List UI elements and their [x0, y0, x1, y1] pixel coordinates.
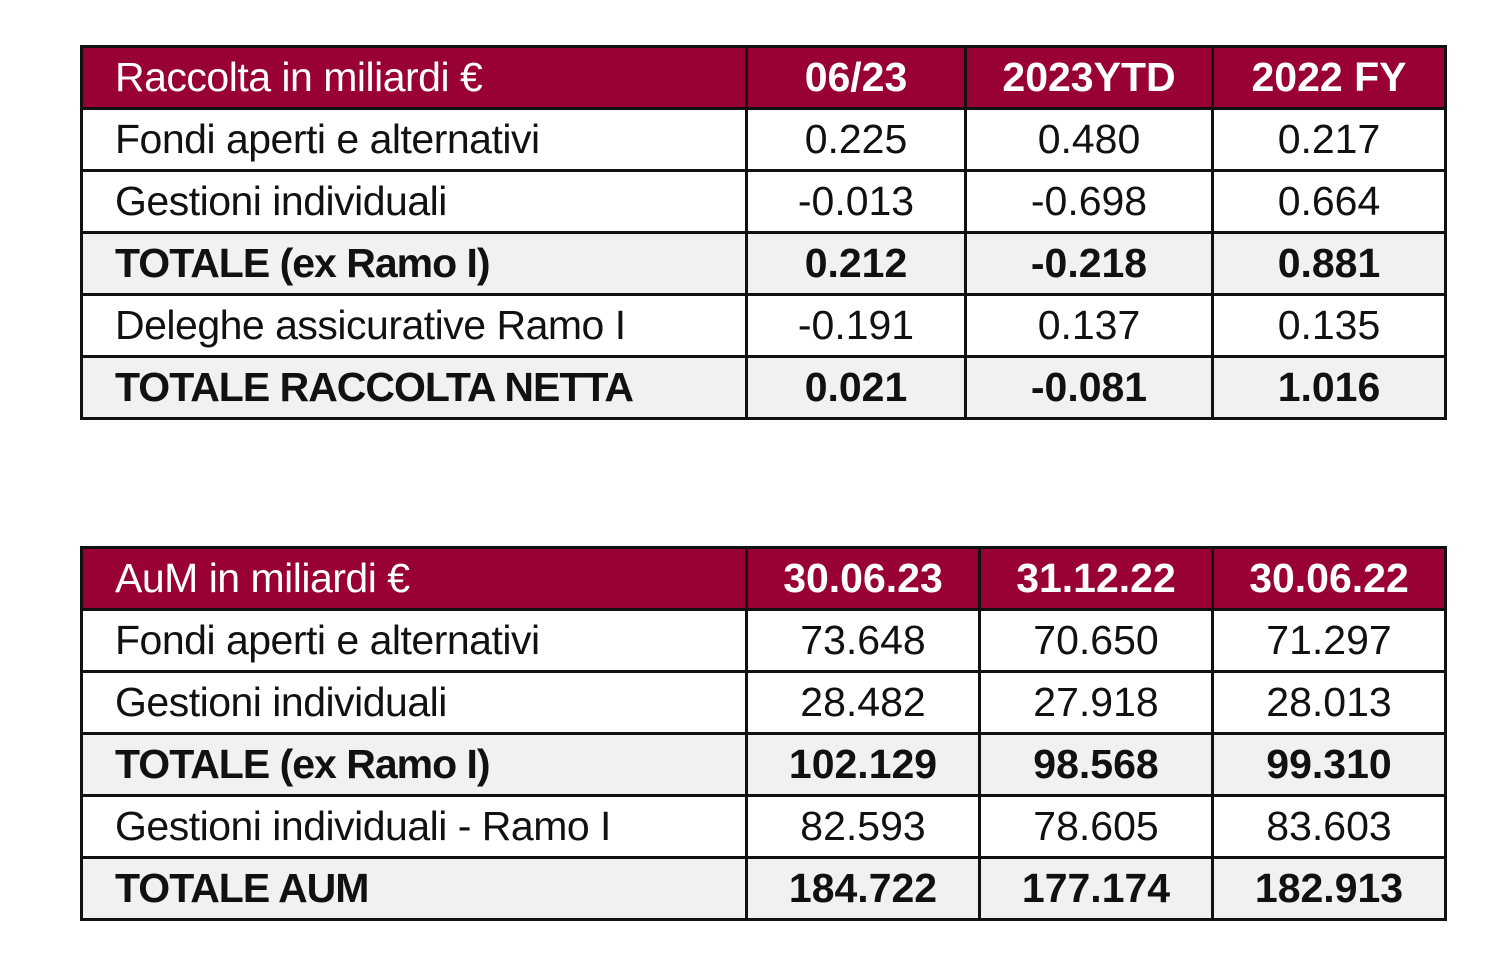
row-value: 73.648	[745, 608, 981, 673]
row-value: 177.174	[978, 856, 1214, 921]
row-value: 0.137	[964, 293, 1214, 358]
raccolta-header-title: Raccolta in miliardi €	[80, 45, 748, 110]
aum-table: AuM in miliardi € 30.06.23 31.12.22 30.0…	[80, 546, 1447, 921]
row-value: 0.217	[1211, 107, 1447, 172]
row-value: 0.135	[1211, 293, 1447, 358]
row-label: Fondi aperti e alternativi	[80, 608, 748, 673]
table-row: Fondi aperti e alternativi 73.648 70.650…	[80, 608, 1447, 673]
row-value: 182.913	[1211, 856, 1447, 921]
table-row: Gestioni individuali - Ramo I 82.593 78.…	[80, 794, 1447, 859]
row-value: 71.297	[1211, 608, 1447, 673]
row-value: 1.016	[1211, 355, 1447, 420]
row-value: -0.698	[964, 169, 1214, 234]
row-value: 0.225	[745, 107, 967, 172]
row-value: 0.881	[1211, 231, 1447, 296]
table-row: Fondi aperti e alternativi 0.225 0.480 0…	[80, 107, 1447, 172]
row-label: TOTALE RACCOLTA NETTA	[80, 355, 748, 420]
row-value: 98.568	[978, 732, 1214, 797]
aum-header-col-1: 30.06.23	[745, 546, 981, 611]
row-label: Gestioni individuali	[80, 670, 748, 735]
table-row: Deleghe assicurative Ramo I -0.191 0.137…	[80, 293, 1447, 358]
row-value: 184.722	[745, 856, 981, 921]
row-label: TOTALE (ex Ramo I)	[80, 231, 748, 296]
row-value: 70.650	[978, 608, 1214, 673]
raccolta-header-row: Raccolta in miliardi € 06/23 2023YTD 202…	[80, 45, 1447, 110]
raccolta-header-col-2: 2023YTD	[964, 45, 1214, 110]
raccolta-table: Raccolta in miliardi € 06/23 2023YTD 202…	[80, 45, 1447, 420]
aum-header-title: AuM in miliardi €	[80, 546, 748, 611]
row-value: 83.603	[1211, 794, 1447, 859]
grand-total-row: TOTALE AUM 184.722 177.174 182.913	[80, 856, 1447, 921]
row-value: 27.918	[978, 670, 1214, 735]
row-value: 0.212	[745, 231, 967, 296]
aum-header-col-2: 31.12.22	[978, 546, 1214, 611]
row-label: TOTALE (ex Ramo I)	[80, 732, 748, 797]
row-label: Gestioni individuali - Ramo I	[80, 794, 748, 859]
row-label: Fondi aperti e alternativi	[80, 107, 748, 172]
row-value: -0.191	[745, 293, 967, 358]
total-row: TOTALE (ex Ramo I) 0.212 -0.218 0.881	[80, 231, 1447, 296]
row-value: 82.593	[745, 794, 981, 859]
raccolta-header-col-3: 2022 FY	[1211, 45, 1447, 110]
grand-total-row: TOTALE RACCOLTA NETTA 0.021 -0.081 1.016	[80, 355, 1447, 420]
row-value: 102.129	[745, 732, 981, 797]
aum-header-col-3: 30.06.22	[1211, 546, 1447, 611]
row-value: -0.081	[964, 355, 1214, 420]
raccolta-header-col-1: 06/23	[745, 45, 967, 110]
row-value: 0.664	[1211, 169, 1447, 234]
row-label: Gestioni individuali	[80, 169, 748, 234]
table-row: Gestioni individuali 28.482 27.918 28.01…	[80, 670, 1447, 735]
row-value: -0.013	[745, 169, 967, 234]
row-value: 0.480	[964, 107, 1214, 172]
aum-header-row: AuM in miliardi € 30.06.23 31.12.22 30.0…	[80, 546, 1447, 611]
total-row: TOTALE (ex Ramo I) 102.129 98.568 99.310	[80, 732, 1447, 797]
row-value: 0.021	[745, 355, 967, 420]
row-value: 28.482	[745, 670, 981, 735]
table-row: Gestioni individuali -0.013 -0.698 0.664	[80, 169, 1447, 234]
row-label: Deleghe assicurative Ramo I	[80, 293, 748, 358]
row-value: 78.605	[978, 794, 1214, 859]
row-value: -0.218	[964, 231, 1214, 296]
row-value: 99.310	[1211, 732, 1447, 797]
row-value: 28.013	[1211, 670, 1447, 735]
row-label: TOTALE AUM	[80, 856, 748, 921]
